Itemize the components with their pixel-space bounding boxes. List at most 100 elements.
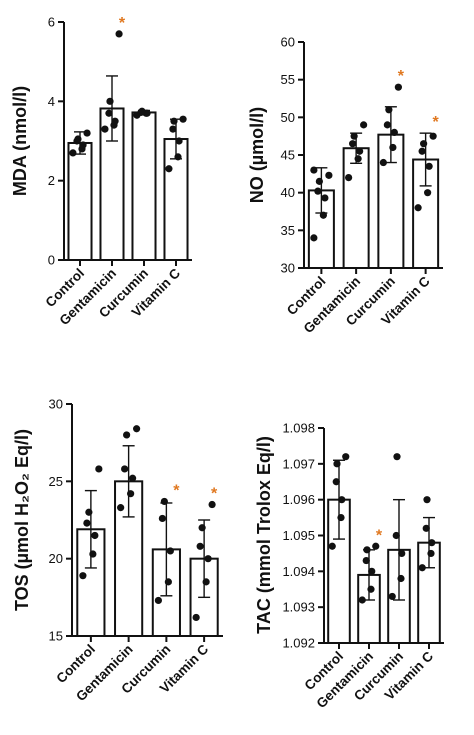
- data-point: [392, 531, 400, 540]
- data-point: [198, 524, 206, 532]
- data-point: [310, 234, 318, 242]
- significance-star: *: [173, 482, 180, 499]
- y-tick-label: 35: [281, 223, 295, 238]
- data-point: [424, 189, 432, 197]
- y-tick-label: 50: [281, 110, 295, 125]
- data-point: [368, 567, 376, 575]
- data-point: [390, 128, 398, 136]
- y-tick-label: 1.094: [282, 564, 315, 579]
- data-point: [367, 585, 375, 593]
- data-point: [332, 478, 340, 486]
- data-point: [196, 542, 204, 550]
- data-point: [83, 519, 91, 527]
- data-point: [164, 578, 172, 586]
- data-point: [202, 578, 210, 586]
- y-tick-label: 30: [49, 397, 63, 412]
- data-point: [427, 549, 435, 558]
- data-point: [360, 121, 368, 129]
- data-point: [314, 187, 322, 195]
- data-point: [79, 141, 87, 149]
- data-point: [325, 171, 333, 179]
- data-point: [154, 596, 162, 605]
- data-point: [127, 490, 135, 498]
- data-point: [398, 549, 406, 558]
- data-point: [397, 574, 405, 583]
- data-point: [310, 166, 318, 174]
- bar-control: [67, 141, 93, 262]
- data-point: [192, 613, 200, 622]
- y-axis-label-no: NO (µmol/l): [247, 107, 267, 203]
- data-point: [418, 564, 426, 572]
- panel-tos: TOS (µmol H₂O₂ Eq/l)15202530ControlGenta…: [12, 397, 223, 704]
- y-tick-label: 1.096: [282, 492, 315, 507]
- data-point: [385, 106, 393, 114]
- data-point: [133, 425, 141, 433]
- data-point: [338, 496, 346, 504]
- data-point: [101, 125, 109, 133]
- data-point: [105, 109, 113, 117]
- data-point: [74, 135, 82, 143]
- data-point: [363, 546, 371, 554]
- data-point: [393, 453, 401, 461]
- data-point: [160, 497, 168, 506]
- data-point: [123, 431, 131, 439]
- data-point: [342, 453, 350, 461]
- y-tick-label: 0: [48, 253, 55, 268]
- y-tick-label: 1.097: [282, 456, 315, 471]
- data-point: [91, 531, 99, 540]
- data-point: [333, 460, 341, 468]
- data-point: [425, 162, 433, 170]
- y-tick-label: 1.095: [282, 528, 315, 543]
- data-point: [179, 115, 187, 123]
- data-point: [158, 514, 166, 523]
- y-tick-label: 2: [48, 173, 55, 188]
- data-point: [166, 547, 174, 555]
- data-point: [383, 121, 391, 129]
- data-point: [83, 129, 91, 137]
- y-tick-label: 15: [49, 629, 63, 644]
- data-point: [319, 211, 327, 219]
- data-point: [204, 555, 212, 563]
- data-point: [350, 132, 358, 140]
- data-point: [79, 572, 87, 580]
- y-axis-label-tac: TAC (mmol Trolox Eq/l): [254, 436, 274, 634]
- bar-gentamicin: [342, 147, 370, 269]
- data-point: [372, 542, 380, 550]
- data-point: [379, 158, 387, 167]
- y-tick-label: 1.098: [282, 421, 315, 436]
- data-point: [345, 174, 353, 182]
- data-point: [117, 504, 125, 512]
- y-tick-label: 1.093: [282, 600, 315, 615]
- data-point: [354, 155, 362, 163]
- data-point: [394, 83, 402, 91]
- y-tick-label: 45: [281, 148, 295, 163]
- panel-tac: TAC (mmol Trolox Eq/l) 1.092 1.093 1.094 1.0…: [254, 421, 444, 711]
- bar-curcumin: [131, 111, 157, 261]
- data-point: [174, 153, 182, 161]
- data-point: [428, 539, 436, 547]
- data-point: [208, 500, 216, 509]
- data-point: [69, 149, 77, 157]
- data-point: [422, 524, 430, 532]
- y-axis-label-tos: TOS (µmol H₂O₂ Eq/l): [12, 429, 32, 611]
- y-tick-label: 4: [48, 94, 55, 109]
- panel-mda: MDA (nmol/l)0246ControlGentamicin*Curcum…: [10, 15, 192, 328]
- panel-no: NO (µmol/l)30354045505560ControlGentamic…: [247, 35, 443, 336]
- data-point: [315, 177, 323, 185]
- data-point: [95, 465, 103, 473]
- y-tick-label: 25: [49, 474, 63, 489]
- y-tick-label: 55: [281, 72, 295, 87]
- significance-star: *: [398, 68, 405, 85]
- significance-star: *: [119, 15, 126, 32]
- data-point: [414, 204, 422, 212]
- y-tick-label: 20: [49, 551, 63, 566]
- significance-star: *: [211, 486, 218, 503]
- data-point: [89, 550, 97, 558]
- data-point: [429, 132, 437, 140]
- data-point: [423, 496, 431, 504]
- y-tick-label: 1.092: [282, 636, 315, 651]
- data-point: [169, 125, 177, 133]
- y-axis-label-mda: MDA (nmol/l): [10, 86, 30, 196]
- data-point: [349, 140, 357, 148]
